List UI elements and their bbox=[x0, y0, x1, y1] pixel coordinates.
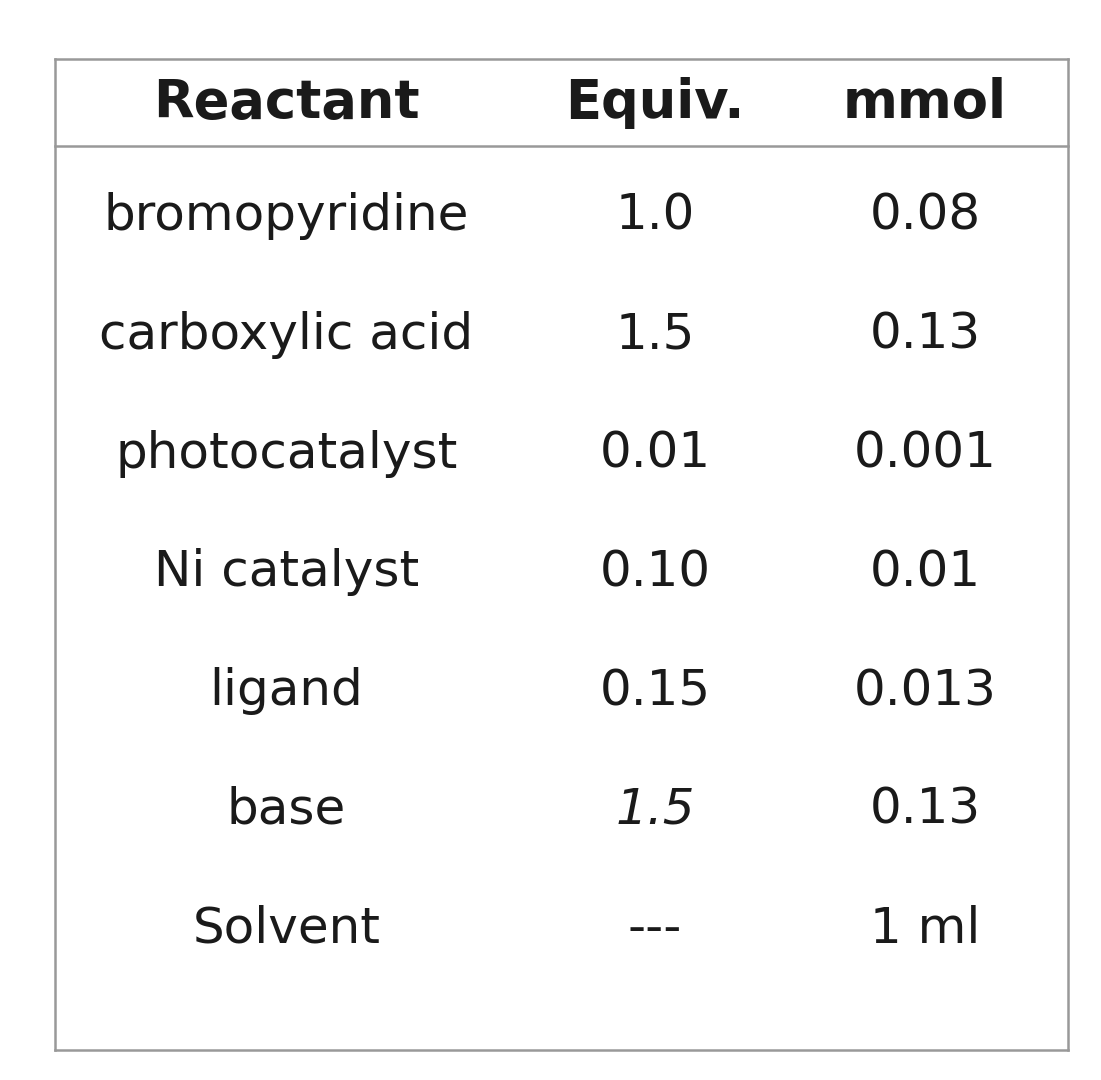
Text: 0.08: 0.08 bbox=[870, 192, 980, 240]
Text: 0.13: 0.13 bbox=[870, 786, 980, 834]
Text: Solvent: Solvent bbox=[193, 905, 380, 953]
Text: 1 ml: 1 ml bbox=[870, 905, 980, 953]
Text: Equiv.: Equiv. bbox=[566, 77, 744, 129]
Text: photocatalyst: photocatalyst bbox=[116, 430, 457, 477]
Text: 0.10: 0.10 bbox=[600, 549, 710, 596]
Text: 0.001: 0.001 bbox=[853, 430, 996, 477]
Text: 1.0: 1.0 bbox=[615, 192, 695, 240]
Text: 0.013: 0.013 bbox=[853, 667, 996, 715]
Text: base: base bbox=[227, 786, 346, 834]
Text: 1.5: 1.5 bbox=[615, 311, 695, 359]
Text: bromopyridine: bromopyridine bbox=[103, 192, 469, 240]
Text: 0.13: 0.13 bbox=[870, 311, 980, 359]
Text: 0.01: 0.01 bbox=[870, 549, 980, 596]
Text: 1.5: 1.5 bbox=[615, 786, 695, 834]
Text: Ni catalyst: Ni catalyst bbox=[154, 549, 418, 596]
Text: 0.01: 0.01 bbox=[600, 430, 710, 477]
Text: carboxylic acid: carboxylic acid bbox=[99, 311, 473, 359]
Text: Reactant: Reactant bbox=[153, 77, 419, 129]
Text: ---: --- bbox=[628, 905, 683, 953]
Text: 0.15: 0.15 bbox=[600, 667, 710, 715]
Text: mmol: mmol bbox=[843, 77, 1006, 129]
Text: ligand: ligand bbox=[209, 667, 363, 715]
